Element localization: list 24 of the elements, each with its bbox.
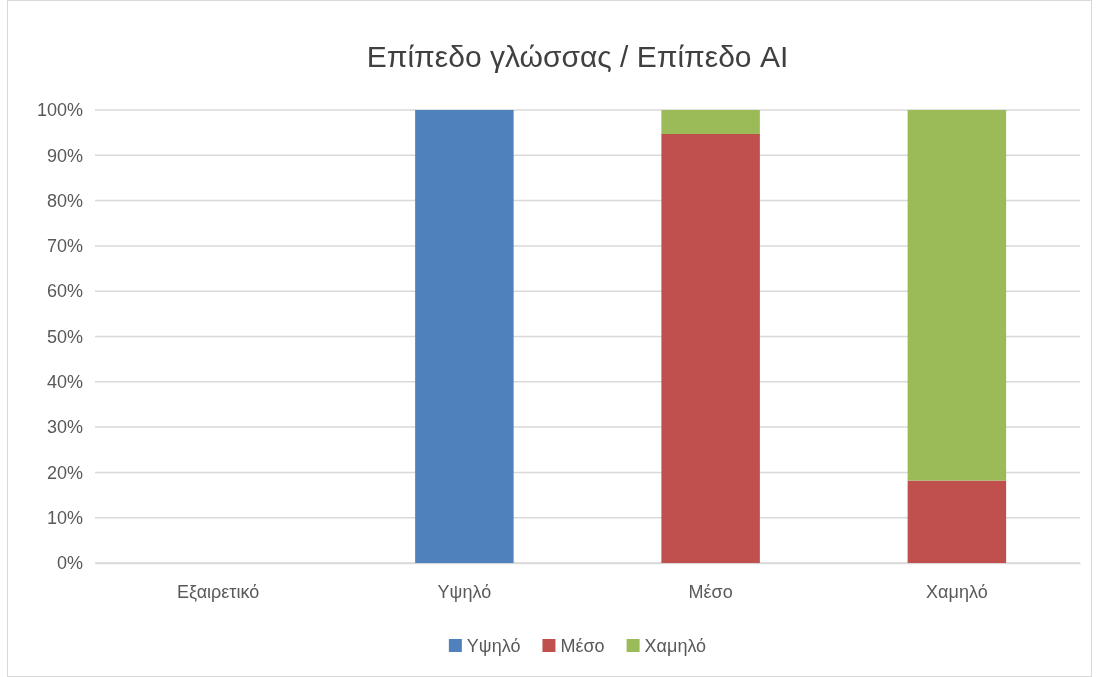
x-tick-label: Εξαιρετικό: [177, 581, 260, 602]
y-tick-label: 10%: [46, 507, 83, 528]
y-tick-label: 70%: [46, 236, 83, 257]
y-tick-label: 100%: [36, 100, 83, 121]
y-tick-label: 20%: [46, 462, 83, 483]
y-tick-label: 50%: [46, 326, 83, 347]
bar: [415, 110, 514, 563]
legend-label: Μέσο: [560, 636, 605, 656]
legend-label: Υψηλό: [466, 636, 521, 656]
x-tick-label: Υψηλό: [437, 581, 492, 602]
x-tick-label: Μέσο: [688, 581, 733, 602]
y-tick-label: 90%: [46, 145, 83, 166]
chart-title: Επίπεδο γλώσσας / Επίπεδο AI: [366, 40, 789, 73]
y-tick-label: 0%: [56, 553, 83, 574]
y-tick-label: 30%: [46, 417, 83, 438]
bar: [907, 110, 1007, 481]
bar: [661, 134, 760, 563]
y-tick-label: 60%: [46, 281, 83, 302]
y-tick-label: 80%: [46, 190, 83, 211]
y-tick-label: 40%: [46, 372, 83, 393]
legend-label: Χαμηλό: [644, 636, 707, 656]
bar: [907, 480, 1007, 563]
bar: [661, 110, 760, 135]
x-tick-label: Χαμηλό: [926, 581, 988, 602]
